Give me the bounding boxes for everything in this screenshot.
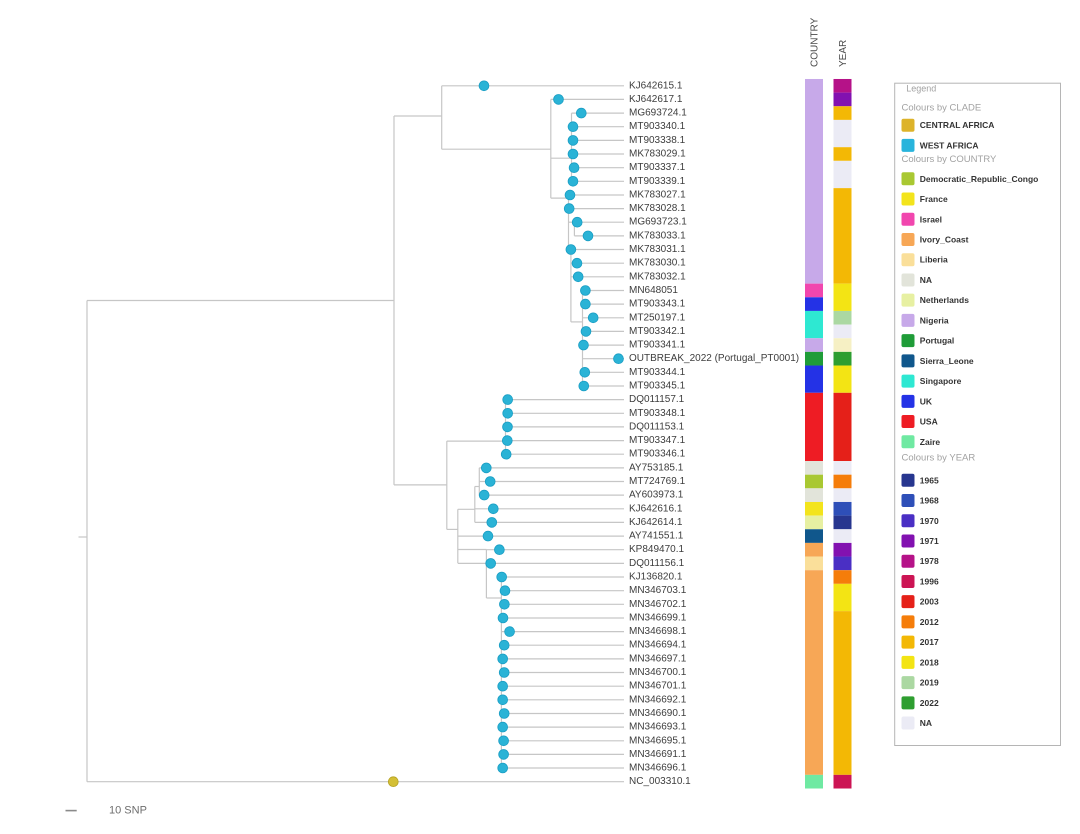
svg-text:KP849470.1: KP849470.1 bbox=[629, 544, 684, 555]
svg-text:MG693723.1: MG693723.1 bbox=[629, 217, 687, 228]
svg-text:Portugal: Portugal bbox=[920, 336, 954, 346]
svg-text:KJ136820.1: KJ136820.1 bbox=[629, 572, 683, 583]
svg-text:1970: 1970 bbox=[920, 516, 939, 526]
svg-text:MN346692.1: MN346692.1 bbox=[629, 694, 687, 705]
svg-text:MN346696.1: MN346696.1 bbox=[629, 763, 687, 774]
svg-text:MK783030.1: MK783030.1 bbox=[629, 258, 686, 269]
svg-text:MN346702.1: MN346702.1 bbox=[629, 599, 687, 610]
svg-text:MN346700.1: MN346700.1 bbox=[629, 667, 687, 678]
svg-text:Israel: Israel bbox=[920, 214, 942, 224]
svg-text:1971: 1971 bbox=[920, 536, 939, 546]
svg-text:AY741551.1: AY741551.1 bbox=[629, 531, 684, 542]
svg-text:2012: 2012 bbox=[920, 617, 939, 627]
svg-text:MN346697.1: MN346697.1 bbox=[629, 653, 687, 664]
svg-text:MT903346.1: MT903346.1 bbox=[629, 449, 686, 460]
svg-text:COUNTRY: COUNTRY bbox=[810, 17, 821, 67]
svg-text:MN346701.1: MN346701.1 bbox=[629, 681, 687, 692]
svg-text:MT903343.1: MT903343.1 bbox=[629, 299, 686, 310]
svg-text:KJ642614.1: KJ642614.1 bbox=[629, 517, 683, 528]
svg-text:MT903347.1: MT903347.1 bbox=[629, 435, 686, 446]
svg-text:MT903344.1: MT903344.1 bbox=[629, 367, 686, 378]
svg-text:MT724769.1: MT724769.1 bbox=[629, 476, 686, 487]
svg-text:MK783029.1: MK783029.1 bbox=[629, 149, 686, 160]
svg-text:MT250197.1: MT250197.1 bbox=[629, 312, 686, 323]
svg-text:OUTBREAK_2022 (Portugal_PT0001: OUTBREAK_2022 (Portugal_PT0001) bbox=[629, 353, 799, 364]
svg-text:WEST AFRICA: WEST AFRICA bbox=[920, 140, 979, 150]
svg-text:AY753185.1: AY753185.1 bbox=[629, 462, 684, 473]
svg-text:NA: NA bbox=[920, 275, 932, 285]
svg-text:2003: 2003 bbox=[920, 597, 939, 607]
svg-text:UK: UK bbox=[920, 396, 933, 406]
svg-text:MN346699.1: MN346699.1 bbox=[629, 613, 687, 624]
svg-text:2017: 2017 bbox=[920, 637, 939, 647]
svg-text:DQ011153.1: DQ011153.1 bbox=[629, 421, 685, 432]
svg-text:MN346695.1: MN346695.1 bbox=[629, 735, 687, 746]
svg-text:MT903341.1: MT903341.1 bbox=[629, 340, 686, 351]
svg-text:2022: 2022 bbox=[920, 698, 939, 708]
svg-text:DQ011157.1: DQ011157.1 bbox=[629, 394, 685, 405]
svg-text:MT903342.1: MT903342.1 bbox=[629, 326, 686, 337]
svg-text:Colours by CLADE: Colours by CLADE bbox=[902, 103, 982, 114]
svg-text:MT903339.1: MT903339.1 bbox=[629, 176, 686, 187]
svg-text:Colours by COUNTRY: Colours by COUNTRY bbox=[902, 154, 998, 165]
svg-text:MN346698.1: MN346698.1 bbox=[629, 626, 687, 637]
svg-text:NC_003310.1: NC_003310.1 bbox=[629, 776, 691, 787]
svg-text:Colours by YEAR: Colours by YEAR bbox=[902, 453, 976, 464]
svg-text:KJ642615.1: KJ642615.1 bbox=[629, 80, 683, 91]
svg-text:Nigeria: Nigeria bbox=[920, 315, 949, 325]
svg-text:France: France bbox=[920, 194, 948, 204]
svg-text:2019: 2019 bbox=[920, 678, 939, 688]
svg-text:2018: 2018 bbox=[920, 657, 939, 667]
svg-text:Ivory_Coast: Ivory_Coast bbox=[920, 234, 969, 244]
svg-text:MN346690.1: MN346690.1 bbox=[629, 708, 687, 719]
svg-text:Liberia: Liberia bbox=[920, 255, 948, 265]
svg-text:MK783032.1: MK783032.1 bbox=[629, 271, 686, 282]
svg-text:MK783033.1: MK783033.1 bbox=[629, 230, 686, 241]
svg-text:MN346693.1: MN346693.1 bbox=[629, 722, 687, 733]
svg-text:CENTRAL AFRICA: CENTRAL AFRICA bbox=[920, 120, 995, 130]
svg-text:DQ011156.1: DQ011156.1 bbox=[629, 558, 685, 569]
svg-text:MN346703.1: MN346703.1 bbox=[629, 585, 687, 596]
svg-text:Singapore: Singapore bbox=[920, 376, 962, 386]
svg-text:1978: 1978 bbox=[920, 556, 939, 566]
svg-text:MT903337.1: MT903337.1 bbox=[629, 162, 686, 173]
svg-text:Legend: Legend bbox=[906, 84, 936, 94]
svg-text:Netherlands: Netherlands bbox=[920, 295, 969, 305]
svg-text:MK783027.1: MK783027.1 bbox=[629, 190, 686, 201]
svg-text:Democratic_Republic_Congo: Democratic_Republic_Congo bbox=[920, 174, 1039, 184]
svg-text:1965: 1965 bbox=[920, 475, 939, 485]
svg-text:YEAR: YEAR bbox=[838, 40, 849, 67]
svg-text:MK783028.1: MK783028.1 bbox=[629, 203, 686, 214]
svg-text:MN346691.1: MN346691.1 bbox=[629, 749, 687, 760]
svg-text:MT903340.1: MT903340.1 bbox=[629, 121, 686, 132]
svg-text:MT903345.1: MT903345.1 bbox=[629, 381, 686, 392]
svg-text:MG693724.1: MG693724.1 bbox=[629, 108, 687, 119]
svg-text:MT903348.1: MT903348.1 bbox=[629, 408, 686, 419]
svg-text:10 SNP: 10 SNP bbox=[109, 805, 147, 817]
svg-text:Zaire: Zaire bbox=[920, 437, 941, 447]
svg-text:1996: 1996 bbox=[920, 576, 939, 586]
svg-text:AY603973.1: AY603973.1 bbox=[629, 490, 684, 501]
svg-text:Sierra_Leone: Sierra_Leone bbox=[920, 356, 974, 366]
svg-text:MN346694.1: MN346694.1 bbox=[629, 640, 687, 651]
svg-text:KJ642616.1: KJ642616.1 bbox=[629, 503, 683, 514]
svg-text:1968: 1968 bbox=[920, 496, 939, 506]
svg-text:MN648051: MN648051 bbox=[629, 285, 678, 296]
svg-text:KJ642617.1: KJ642617.1 bbox=[629, 94, 683, 105]
svg-text:NA: NA bbox=[920, 718, 932, 728]
svg-text:USA: USA bbox=[920, 417, 938, 427]
svg-text:MT903338.1: MT903338.1 bbox=[629, 135, 686, 146]
svg-text:MK783031.1: MK783031.1 bbox=[629, 244, 686, 255]
